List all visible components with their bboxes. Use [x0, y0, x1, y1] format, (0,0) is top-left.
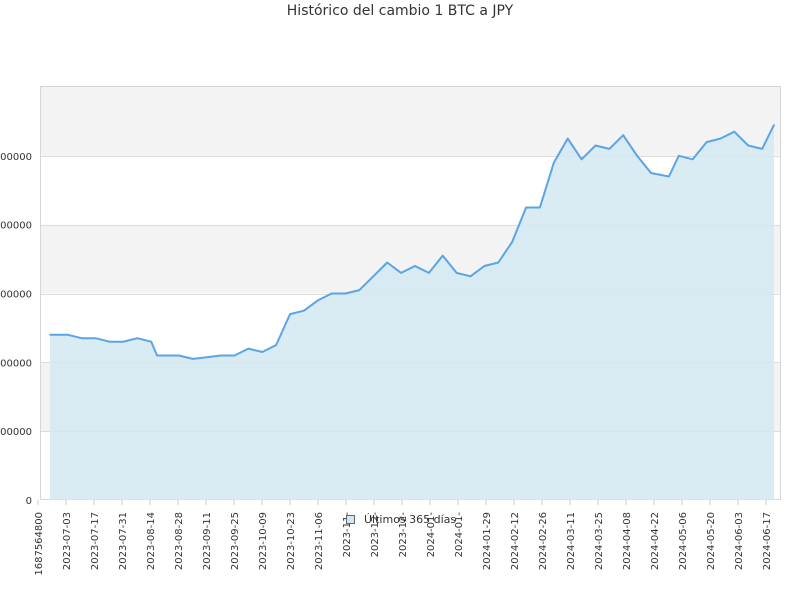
data-point [636, 155, 638, 157]
data-point [261, 351, 264, 353]
data-point [733, 130, 736, 133]
x-tick-label: 2023-09-25 [230, 512, 241, 570]
data-point [705, 141, 708, 143]
x-tick-label: 2024-01- [454, 512, 465, 558]
x-tick-label: 2023-12- [370, 512, 381, 558]
data-point [386, 261, 389, 264]
data-point [668, 175, 670, 178]
data-point [372, 275, 375, 278]
x-tick-label: 2024-01- [426, 512, 437, 558]
x-tick-label: 2023-09-11 [202, 512, 213, 570]
x-tick-label: 2024-01-29 [482, 512, 493, 570]
x-tick-label: 2024-05-20 [706, 512, 717, 570]
x-tick-label: 2023-07-17 [90, 512, 101, 570]
data-point [275, 344, 277, 346]
data-point [594, 144, 597, 147]
data-point [205, 356, 208, 359]
data-point [247, 347, 250, 350]
x-tick-label: 2023-08-14 [146, 512, 157, 570]
data-point [156, 354, 158, 357]
data-point [747, 144, 749, 147]
data-point [539, 206, 541, 209]
data-point [289, 313, 291, 315]
data-point [761, 148, 763, 150]
legend-swatch [346, 515, 355, 524]
data-point [622, 134, 624, 136]
x-tick-label: 2024-04-22 [650, 512, 661, 570]
x-tick-label: 2023-11- [342, 512, 353, 558]
chart-title: Histórico del cambio 1 BTC a JPY [286, 3, 514, 19]
data-point [330, 292, 333, 295]
x-axis: 1687564800 2023-07-03 2023-07-17 2023-07-31… [34, 500, 773, 576]
x-tick-label: 2023-07-03 [62, 512, 73, 570]
data-point [553, 161, 555, 164]
x-tick-label: 2023-07-31 [118, 512, 129, 570]
data-point [773, 124, 775, 126]
data-point [150, 340, 152, 343]
x-tick-label: 2023-10-23 [286, 512, 297, 570]
data-point [49, 334, 51, 336]
data-point [497, 261, 500, 264]
x-tick-label: 2024-04-08 [622, 512, 633, 570]
data-point [80, 337, 83, 340]
x-tick-label: 2024-02-26 [538, 512, 549, 570]
data-point [428, 272, 430, 274]
data-point [525, 206, 527, 209]
data-point [358, 289, 361, 291]
data-point [67, 334, 69, 336]
data-point [317, 299, 319, 302]
x-tick-label: 2024-03-11 [566, 512, 577, 570]
x-tick-label: 2023-11-06 [314, 512, 325, 570]
data-point [164, 354, 166, 357]
data-point [136, 337, 139, 340]
data-point [678, 155, 680, 157]
series-line [50, 124, 775, 360]
x-tick-label: 2024-03-25 [594, 512, 605, 570]
data-point [414, 265, 416, 267]
x-tick-label: 2024-06-17 [762, 512, 773, 570]
data-point [178, 354, 180, 357]
x-tick-label: 2024-06-03 [734, 512, 745, 570]
data-point [691, 158, 694, 161]
data-point [511, 241, 513, 243]
grid-band [40, 87, 780, 156]
data-point [608, 148, 611, 150]
data-point [233, 354, 236, 357]
data-point [580, 158, 583, 161]
data-point [441, 254, 444, 257]
legend: Últimos 365 días [346, 513, 456, 526]
x-tick-label: 2023-10-09 [258, 512, 269, 570]
x-tick-label: 1687564800 [34, 512, 45, 576]
series-area-fill [50, 124, 774, 501]
data-point [400, 272, 402, 274]
data-point [650, 172, 652, 174]
x-tick-label: 2023-08-28 [174, 512, 185, 570]
y-axis: 0000000000000000000000000000000 [0, 152, 32, 507]
data-point [344, 292, 347, 295]
x-tick-label: 2023-12- [398, 512, 409, 558]
x-tick-label: 2024-02-12 [510, 512, 521, 570]
data-point [108, 340, 111, 343]
data-point [483, 265, 486, 267]
data-point [122, 340, 125, 343]
data-point [566, 137, 569, 140]
data-point [94, 337, 97, 340]
series-area [49, 124, 775, 501]
legend-label: Últimos 365 días [364, 513, 456, 526]
data-point [455, 272, 458, 274]
y-tick-label: 0 [26, 496, 32, 507]
data-point [469, 275, 472, 278]
data-point [719, 137, 722, 140]
data-point [219, 354, 222, 357]
data-point [192, 358, 194, 360]
x-tick-label: 2024-05-06 [678, 512, 689, 570]
data-point [303, 309, 305, 312]
